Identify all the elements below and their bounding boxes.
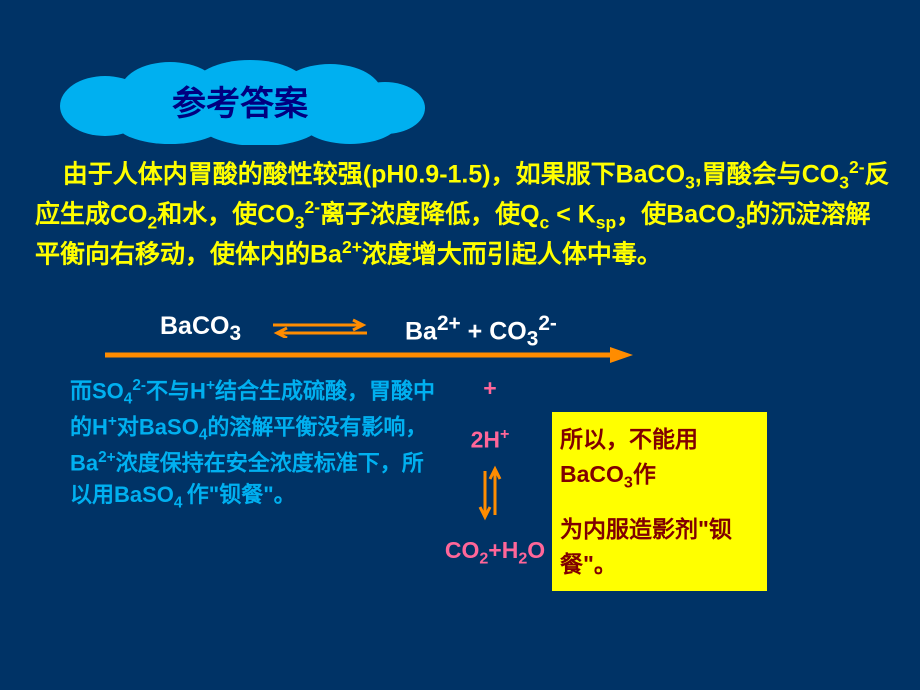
side-reactant: 2H+ (445, 425, 535, 454)
main-paragraph: 由于人体内胃酸的酸性较强(pH0.9-1.5)，如果服下BaCO3,胃酸会与CO… (35, 155, 890, 272)
conclusion-line-2: 为内服造影剂"钡餐"。 (560, 512, 759, 581)
banner-title-text: 参考答案 (50, 76, 430, 125)
title-banner: 参考答案 (50, 60, 430, 135)
side-plus: + (445, 375, 535, 402)
side-product: CO2+H2O (440, 537, 550, 569)
conclusion-line-1: 所以，不能用BaCO3作 (560, 422, 759, 494)
conclusion-box: 所以，不能用BaCO3作 为内服造影剂"钡餐"。 (552, 412, 767, 591)
forward-arrow-icon (105, 345, 635, 365)
equation-left: BaCO3 (160, 312, 241, 346)
equilibrium-arrow-icon (265, 318, 375, 338)
blue-paragraph: 而SO42-不与H+结合生成硫酸，胃酸中的H+对BaSO4的溶解平衡没有影响，B… (70, 375, 435, 515)
vertical-equilibrium-arrow-icon (445, 463, 535, 523)
